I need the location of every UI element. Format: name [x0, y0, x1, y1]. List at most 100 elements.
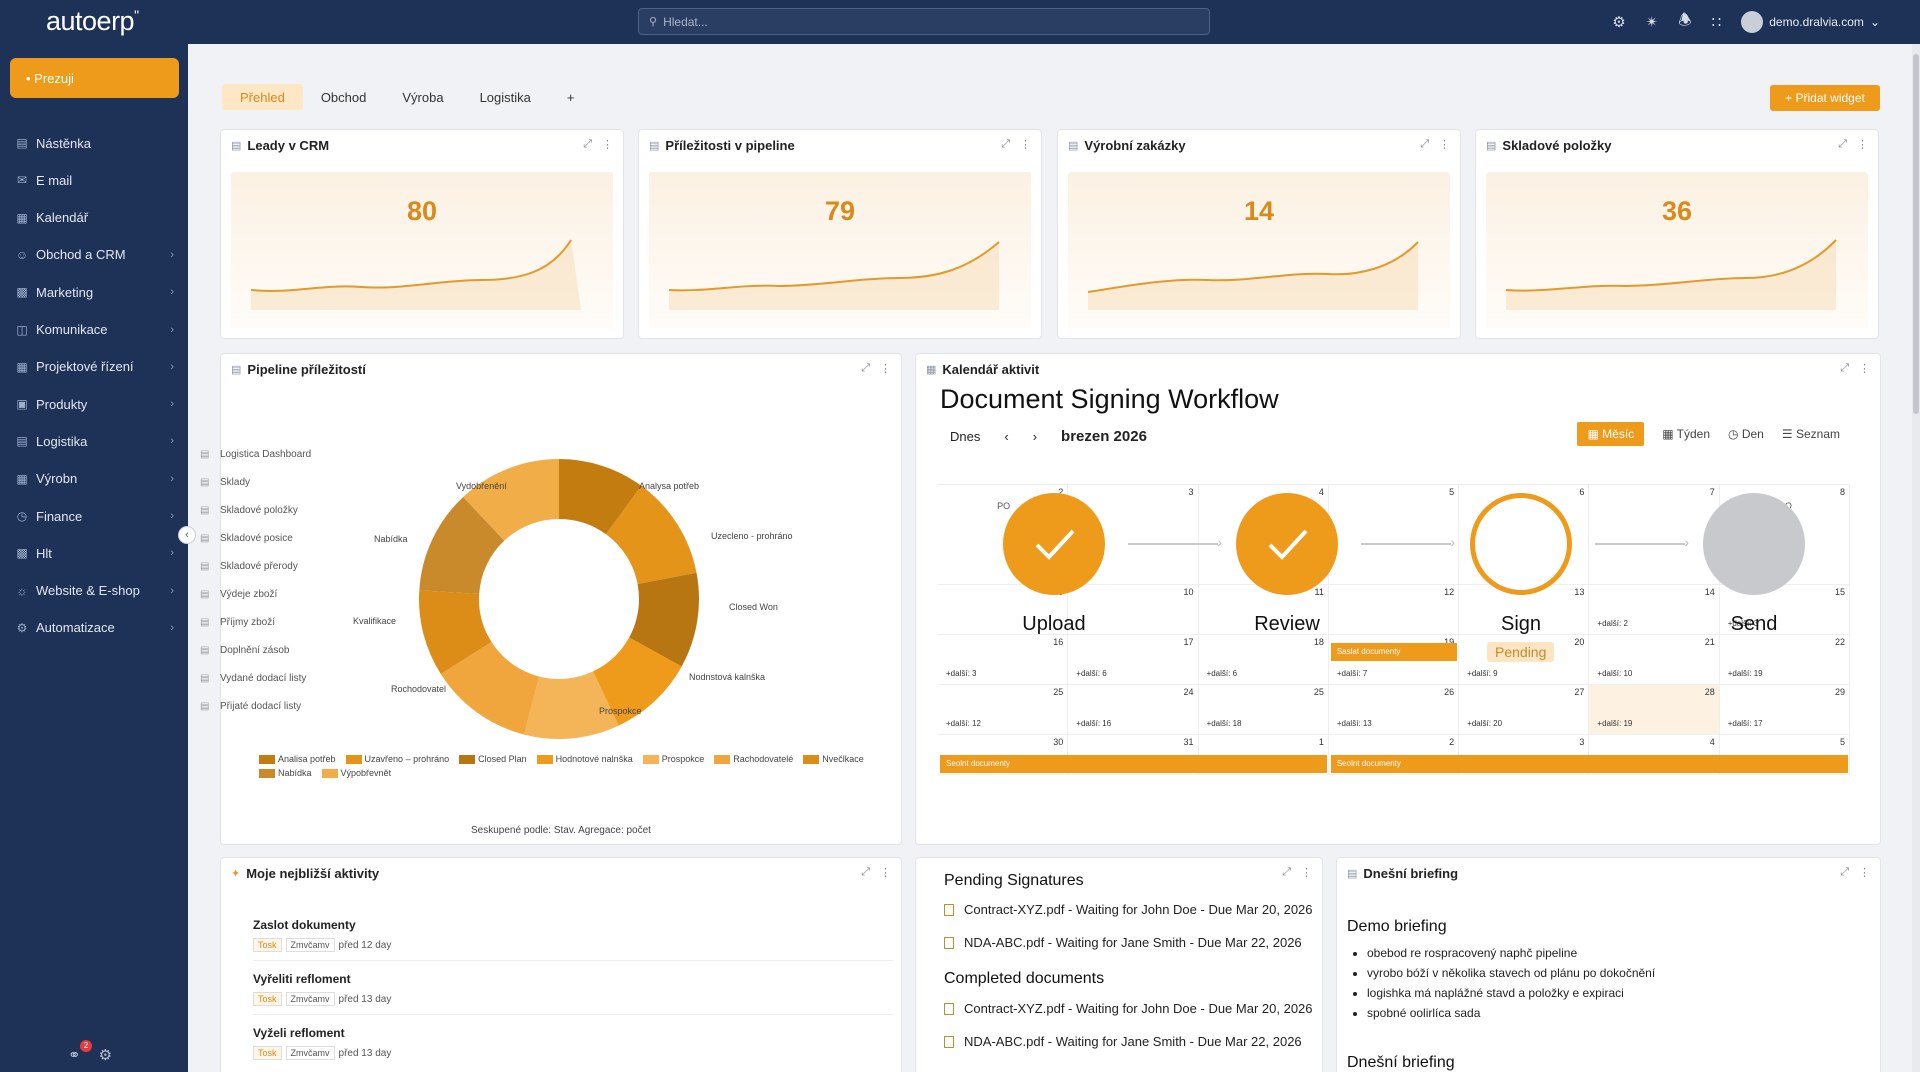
more-events-link[interactable]: +další: 19 — [1597, 719, 1633, 728]
calendar-day[interactable]: 7 — [1589, 485, 1720, 585]
legend-item[interactable]: Uzavřeno – prohráno — [345, 754, 449, 765]
legend-item[interactable]: Nvečlkace — [803, 754, 864, 765]
menu-item[interactable]: ▤ Výdeje zboží — [200, 588, 278, 600]
sidebar-settings-icon[interactable]: ⚙ — [98, 1047, 113, 1064]
sidebar-item-1[interactable]: ✉ E mail — [14, 169, 174, 191]
more-icon[interactable]: ⋮ — [1857, 139, 1868, 151]
more-events-link[interactable]: +další: 6 — [1206, 669, 1238, 678]
sidebar-item-3[interactable]: ☺ Obchod a CRM › — [14, 244, 174, 266]
workflow-step-1[interactable] — [1236, 493, 1338, 595]
donut-slice[interactable] — [559, 459, 642, 535]
menu-item[interactable]: ▤ Sklady — [200, 476, 251, 488]
calendar-day[interactable]: 10 — [1068, 585, 1199, 635]
more-events-link[interactable]: +další: 7 — [1336, 669, 1368, 678]
calendar-day[interactable]: 19 +další: 7 — [1328, 635, 1460, 685]
more-events-link[interactable]: +další: 6 — [1076, 669, 1107, 678]
present-button[interactable]: • Prezuji — [10, 58, 179, 98]
legend-item[interactable]: Hodnotové nalnška — [536, 754, 633, 765]
tab-0[interactable]: Přehled — [222, 84, 303, 110]
sidebar-item-8[interactable]: ▤ Logistika › — [14, 430, 174, 452]
settings-icon[interactable]: ⚙ — [1612, 14, 1626, 31]
view-button[interactable]: ◷ Den — [1728, 427, 1764, 441]
expand-icon[interactable]: ⤢ — [1840, 866, 1849, 878]
activity-item[interactable]: Vyželi refloment Tosk Zmvčamv před 13 day — [253, 1026, 893, 1068]
donut-slice[interactable] — [419, 496, 505, 594]
calendar-event[interactable]: Seolnt documenty — [1330, 755, 1848, 773]
more-icon[interactable]: ⋮ — [602, 139, 613, 151]
add-widget-button[interactable]: + Přidat widget — [1770, 85, 1880, 111]
calendar-event[interactable]: Saslat documenty — [1330, 643, 1458, 661]
donut-slice[interactable] — [629, 572, 699, 667]
menu-item[interactable]: ▤ Logistica Dashboard — [200, 448, 312, 460]
sidebar-item-2[interactable]: ▦ Kalendář — [14, 207, 174, 229]
more-events-link[interactable]: +další: 12 — [946, 719, 981, 728]
prev-month-icon[interactable]: ‹ — [1004, 429, 1009, 444]
calendar-day[interactable]: 5 — [1328, 485, 1460, 585]
sidebar-item-9[interactable]: ▦ Výrobn › — [14, 468, 174, 490]
menu-item[interactable]: ▤ Skladové přerody — [200, 560, 298, 572]
legend-item[interactable]: Nabídka — [259, 768, 312, 779]
expand-icon[interactable]: ⤢ — [1001, 138, 1010, 150]
expand-icon[interactable]: ⤢ — [1838, 138, 1847, 150]
calendar-day[interactable]: 13 — [1459, 585, 1590, 635]
tab-2[interactable]: Výroba — [402, 89, 444, 105]
sidebar-item-6[interactable]: ▦ Projektové řízení › — [14, 356, 174, 378]
calendar-day[interactable]: 15 +další: 3 — [1719, 585, 1850, 635]
legend-item[interactable]: Rachodovatelé — [714, 754, 793, 765]
calendar-day[interactable]: 25 +další: 18 — [1198, 685, 1329, 735]
view-button[interactable]: ▦ Týden — [1662, 427, 1711, 441]
sidebar-item-4[interactable]: ▩ Marketing › — [14, 281, 174, 303]
calendar-day[interactable]: 12 — [1328, 585, 1460, 635]
more-events-link[interactable]: +další: 9 — [1467, 669, 1498, 678]
legend-item[interactable]: Prospokce — [642, 754, 704, 765]
next-month-icon[interactable]: › — [1032, 429, 1038, 444]
expand-icon[interactable]: ⤢ — [583, 138, 592, 150]
pending-item[interactable]: Contract-XYZ.pdf - Waiting for John Doe … — [944, 902, 1313, 917]
legend-item[interactable]: Closed Plan — [459, 754, 527, 765]
sidebar-item-5[interactable]: ◫ Komunikace › — [14, 319, 174, 341]
app-logo[interactable]: autoerp" — [46, 6, 139, 36]
calendar-day[interactable]: 11 — [1198, 585, 1329, 635]
apps-grid-icon[interactable]: ∷ — [1711, 14, 1722, 31]
more-icon[interactable]: ⋮ — [880, 867, 891, 879]
tab-1[interactable]: Obchod — [320, 89, 367, 105]
workflow-step-2[interactable] — [1470, 493, 1572, 595]
calendar-day[interactable]: 29 +další: 17 — [1719, 685, 1850, 735]
sidebar-item-12[interactable]: ☼ Website & E-shop › — [14, 580, 175, 602]
calendar-day[interactable]: 16 +další: 3 — [938, 635, 1069, 685]
more-events-link[interactable]: +další: 10 — [1597, 669, 1633, 678]
sidebar-item-11[interactable]: ▩ Hlt › — [14, 542, 174, 564]
activity-item[interactable]: Vyřeliti refloment Tosk Zmvčamv před 13 day — [253, 972, 893, 1015]
legend-item[interactable]: Výpobřevnět — [321, 768, 391, 779]
more-events-link[interactable]: +další: 20 — [1467, 719, 1503, 728]
calendar-day[interactable]: 24 +další: 16 — [1068, 685, 1199, 735]
calendar-event[interactable]: Seolnt documenty — [940, 755, 1327, 773]
calendar-day[interactable]: 14 +další: 2 — [1589, 585, 1720, 635]
completed-item[interactable]: NDA-ABC.pdf - Waiting for Jane Smith - D… — [944, 1034, 1302, 1049]
today-button[interactable]: Dnes — [950, 429, 981, 444]
tab-3[interactable]: Logistika — [479, 89, 531, 105]
donut-slice[interactable] — [463, 459, 559, 541]
view-button[interactable]: ▦ Měsíc — [1577, 422, 1645, 446]
user-menu[interactable]: demo.dralvia.com ⌄ — [1741, 11, 1880, 33]
donut-slice[interactable] — [593, 637, 682, 726]
menu-item[interactable]: ▤ Skladové položky — [200, 504, 298, 516]
legend-item[interactable]: Analisa potřeb — [259, 754, 336, 765]
more-events-link[interactable]: +další: 3 — [946, 669, 977, 678]
menu-item[interactable]: ▤ Skladové posice — [200, 532, 293, 544]
sidebar-item-7[interactable]: ▣ Produkty › — [14, 393, 174, 415]
menu-item[interactable]: ▤ Přijaté dodací listy — [200, 700, 302, 712]
more-icon[interactable]: ⋮ — [1439, 139, 1450, 151]
menu-item[interactable]: ▤ Příjmy zboží — [200, 616, 276, 628]
more-icon[interactable]: ⋮ — [1859, 363, 1870, 375]
search-input[interactable]: ⚲ Hledat... — [638, 8, 1210, 35]
calendar-day[interactable]: 28 +další: 19 — [1589, 685, 1720, 735]
calendar-day[interactable]: 22 +další: 19 — [1719, 635, 1850, 685]
activity-item[interactable]: Zaslot dokumenty Tosk Zmvčamv před 12 day — [253, 918, 893, 961]
tab-4[interactable]: + — [566, 89, 575, 105]
calendar-day[interactable]: 18 +další: 6 — [1198, 635, 1329, 685]
page-scrollbar[interactable] — [1912, 44, 1920, 1072]
calendar-day[interactable]: 3 — [1068, 485, 1199, 585]
help-icon[interactable]: ⚭ — [68, 1047, 81, 1064]
more-icon[interactable]: ⋮ — [880, 363, 891, 375]
